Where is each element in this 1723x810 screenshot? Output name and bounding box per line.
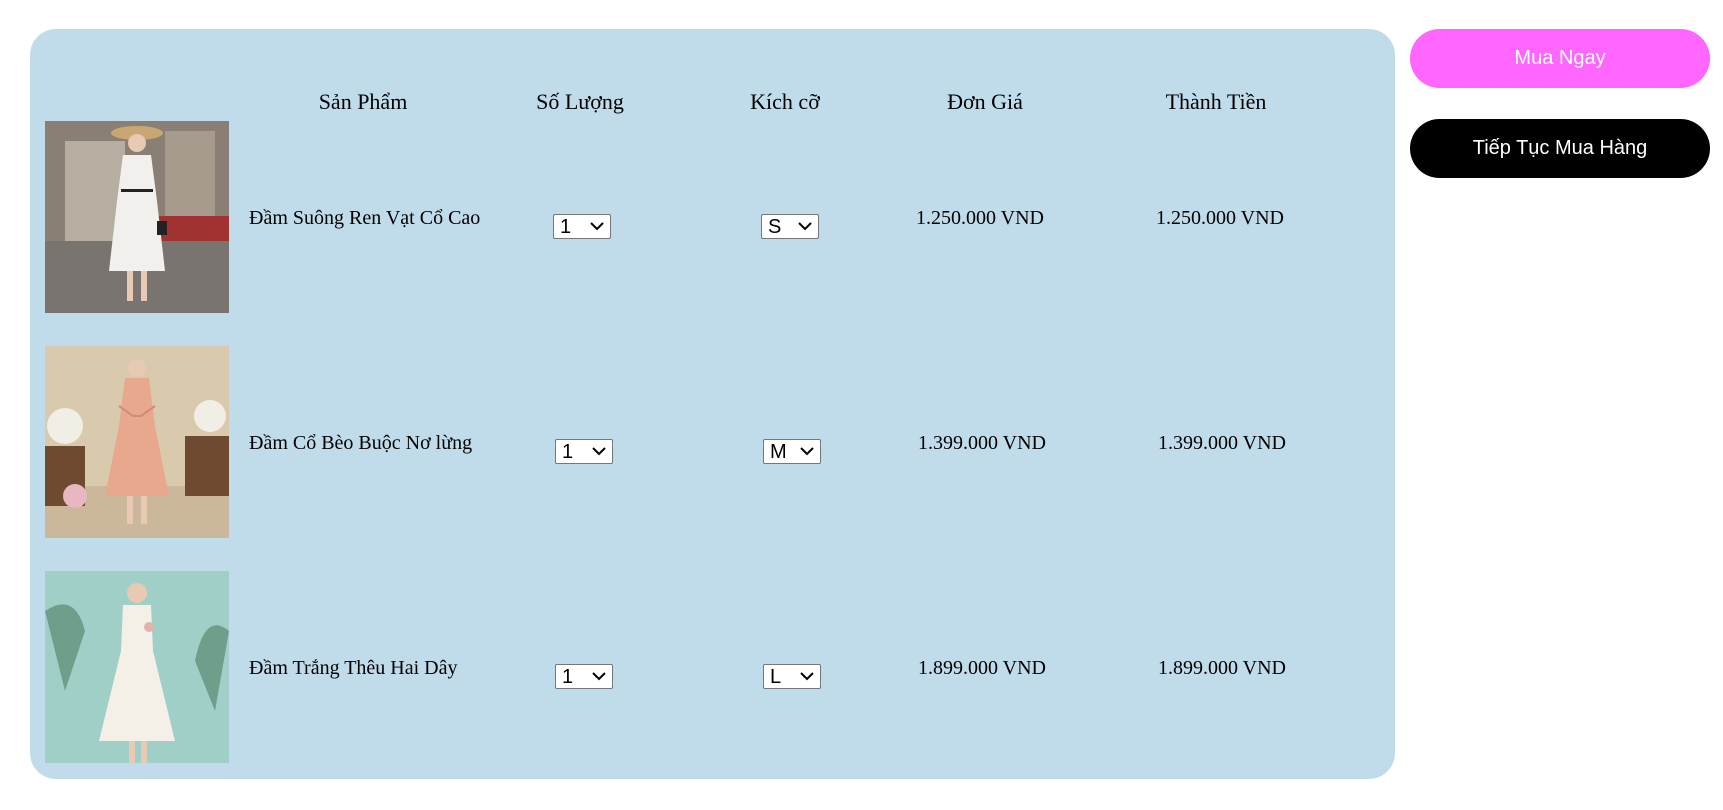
size-value: M [770,441,787,463]
header-size: Kích cỡ [750,89,820,114]
header-product: Sản Phẩm [318,89,408,114]
product-image-2 [45,346,229,538]
chevron-down-icon [800,447,814,456]
header-unit-price: Đơn Giá [947,89,1023,114]
quantity-value: 1 [562,666,574,688]
size-select[interactable]: S [761,214,819,239]
line-total: 1.399.000 VND [1158,432,1286,454]
product-name: Đầm Suông Ren Vạt Cổ Cao [249,207,481,229]
chevron-down-icon [592,672,606,681]
cart-table: Sản Phẩm Số Lượng Kích cỡ Đơn Giá Thành … [30,29,1395,779]
product-name: Đầm Trắng Thêu Hai Dây [249,657,458,679]
continue-shopping-button[interactable]: Tiếp Tục Mua Hàng [1410,119,1710,178]
product-name: Đầm Cổ Bèo Buộc Nơ lừng [249,432,473,454]
product-image-1 [45,121,229,313]
size-select[interactable]: L [763,664,821,689]
cart-row: Đầm Suông Ren Vạt Cổ Cao 1 S 1.250.000 V… [30,121,1395,313]
quantity-value: 1 [560,216,572,238]
size-select[interactable]: M [763,439,821,464]
cart-row: Đầm Cổ Bèo Buộc Nơ lừng 1 M 1.399.000 VN… [30,346,1395,538]
header-quantity: Số Lượng [536,89,624,114]
line-total: 1.899.000 VND [1158,657,1286,679]
quantity-select[interactable]: 1 [553,214,611,239]
chevron-down-icon [798,222,812,231]
quantity-value: 1 [562,441,574,463]
header-total: Thành Tiền [1165,89,1267,114]
quantity-select[interactable]: 1 [555,439,613,464]
chevron-down-icon [592,447,606,456]
unit-price: 1.399.000 VND [918,432,1046,454]
chevron-down-icon [590,222,604,231]
chevron-down-icon [800,672,814,681]
woman-white-lace-dress-hat-photo-icon [45,121,229,313]
quantity-select[interactable]: 1 [555,664,613,689]
size-value: L [770,666,782,688]
unit-price: 1.899.000 VND [918,657,1046,679]
woman-white-strap-dress-photo-icon [45,571,229,763]
unit-price: 1.250.000 VND [916,207,1044,229]
product-image-3 [45,571,229,763]
buy-now-button[interactable]: Mua Ngay [1410,29,1710,88]
size-value: S [768,216,782,238]
cart-row: Đầm Trắng Thêu Hai Dây 1 L 1.899.000 VND… [30,571,1395,763]
woman-floral-peach-dress-photo-icon [45,346,229,538]
line-total: 1.250.000 VND [1156,207,1284,229]
